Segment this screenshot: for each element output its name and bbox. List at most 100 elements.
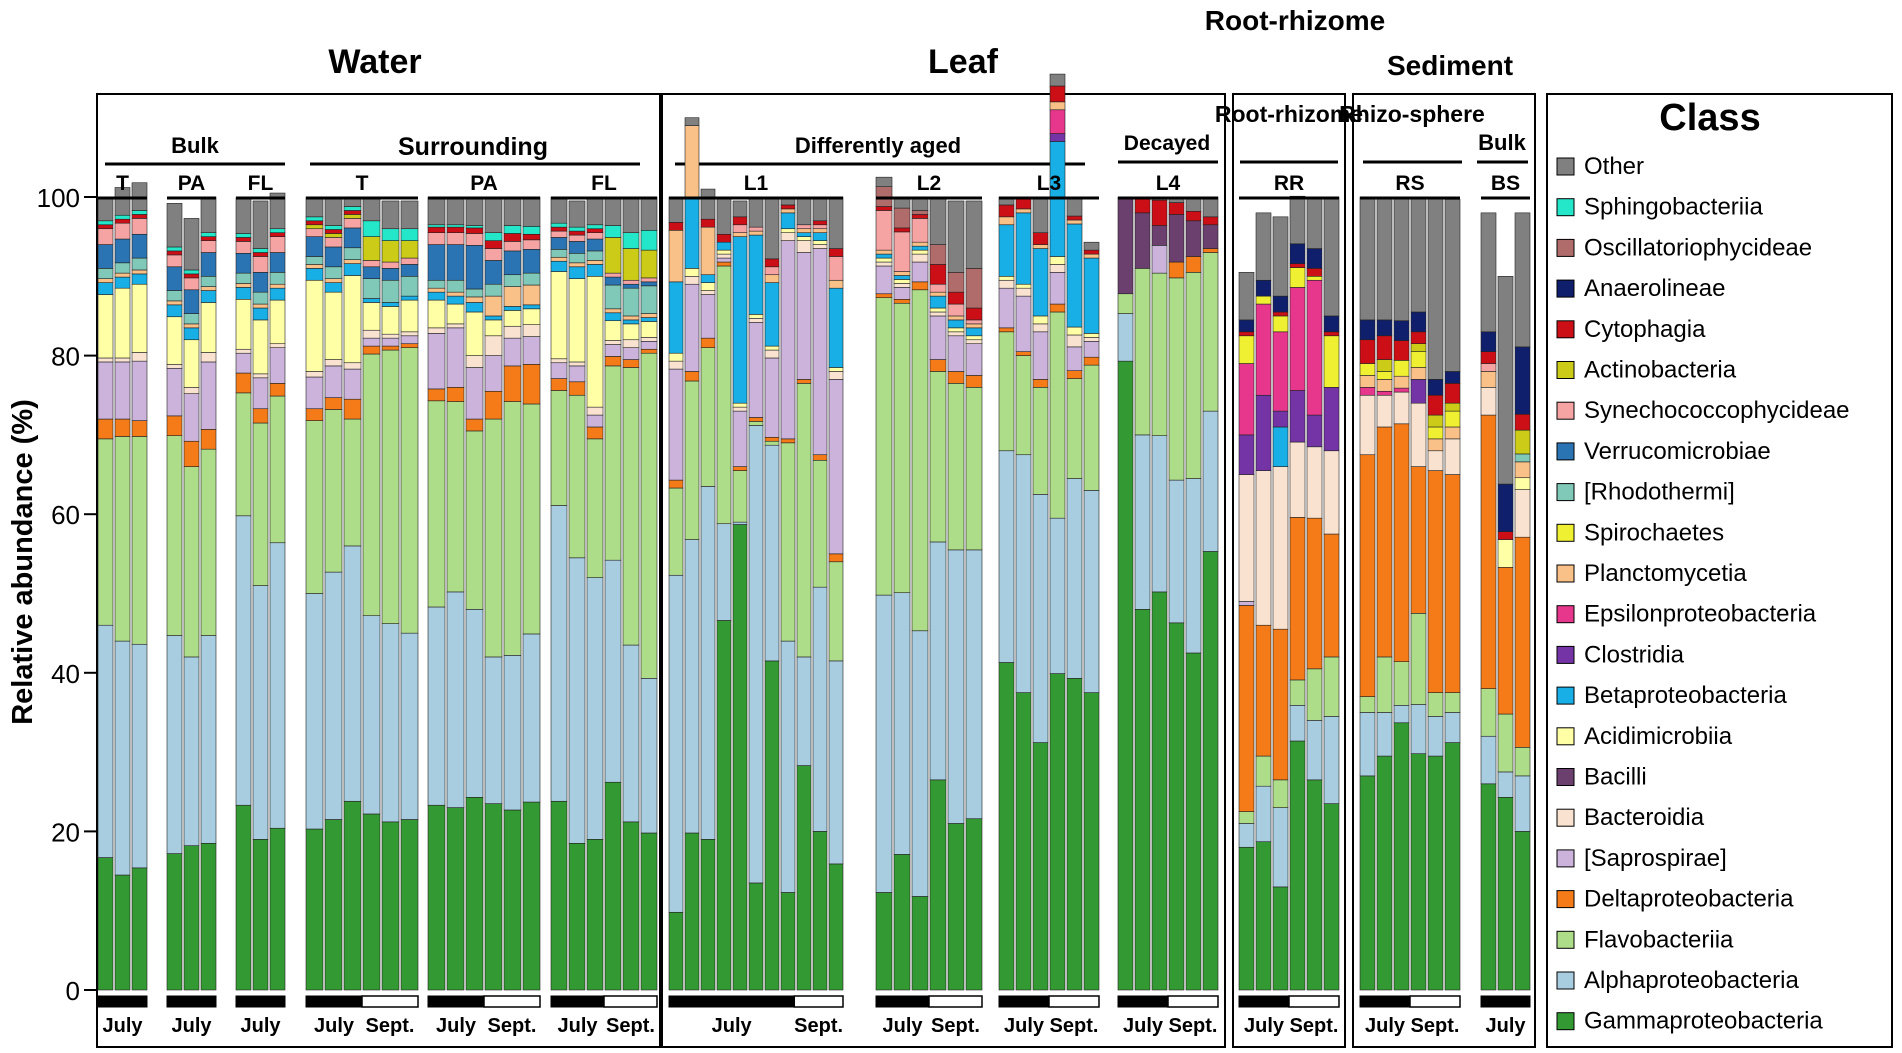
bar-segment-bacteroidia (381, 333, 400, 339)
bar-segment-cytophagia (131, 214, 148, 219)
bar-segment-gammaproteobacteria (780, 892, 796, 991)
bar-segment-deltaproteobacteria (1049, 303, 1066, 313)
bar-segment-epsilonproteobacteria (1393, 387, 1410, 393)
bar-segment-flavobacteriia (200, 448, 217, 636)
bar-segment-alphaproteobacteria (965, 549, 983, 820)
bar-segment-betaproteobacteria (131, 273, 148, 285)
bar-segment-other (622, 196, 640, 233)
bar-segment-gammaproteobacteria (622, 821, 640, 991)
bar-segment-bacteroidia (668, 360, 684, 370)
bar-segment-cytophagia (465, 227, 484, 234)
bar-segment-gammaproteobacteria (893, 854, 911, 991)
bar-segment-bacteroidia (998, 279, 1015, 289)
bar-segment-saprospirae (550, 362, 568, 379)
bar-segment-gammaproteobacteria (305, 828, 324, 991)
bar-segment-acidimicrobiia (381, 306, 400, 335)
bar-segment-gammaproteobacteria (1255, 841, 1272, 991)
bar-segment-deltaproteobacteria (252, 408, 269, 424)
bar-segment-cytophagia (998, 204, 1015, 218)
bar-segment-acidimicrobiia (893, 279, 911, 284)
bar-segment-planctomycetia (183, 323, 200, 329)
bar-segment-alphaproteobacteria (343, 545, 362, 802)
bar-segment-acidimicrobiia (1514, 477, 1531, 490)
bar-segment-rhodothermi (269, 272, 286, 285)
bar-segment-synechococcophycideae (183, 277, 200, 291)
bar-segment-other (732, 200, 748, 218)
bar-segment-flavobacteriia (1393, 661, 1410, 706)
bar-segment-betaproteobacteria (764, 282, 780, 347)
bar-segment-alphaproteobacteria (1272, 807, 1289, 888)
bar-segment-bacilli (1168, 214, 1185, 263)
bar-segment-cytophagia (828, 248, 844, 257)
bar-segment-rhodothermi (166, 290, 183, 302)
bar-segment-flavobacteriia (1376, 656, 1393, 713)
bar-segment-bacilli (1134, 212, 1151, 269)
bar-segment-gammaproteobacteria (1393, 722, 1410, 991)
sample-group-label: PA (178, 172, 206, 195)
bar-segment-anaerolineae (1289, 243, 1306, 264)
bar-segment-bacteroidia (503, 325, 522, 339)
bar-segment-other (550, 196, 568, 224)
bar-segment-acidimicrobiia (764, 345, 780, 351)
season-bar-july (235, 995, 286, 1008)
bar-segment-alphaproteobacteria (1032, 494, 1049, 743)
bar-segment-synechococcophycideae (550, 230, 568, 238)
bar-segment-other (1238, 272, 1255, 321)
bar-segment-flavobacteriia (1066, 378, 1083, 479)
bar-segment-acidimicrobiia (732, 402, 748, 408)
bar-segment-bacteroidia (252, 373, 269, 379)
bar-segment-synechococcophycideae (586, 232, 604, 240)
bar-segment-flavobacteriia (1359, 696, 1376, 713)
bar-segment-spirochaetes (1306, 275, 1323, 281)
bar-segment-deltaproteobacteria (484, 390, 503, 420)
subgroup-label-rhizosphere: Rhizo-sphere (1339, 101, 1485, 127)
bar-segment-bacteroidia (875, 261, 893, 267)
bar-segment-bacteroidia (305, 371, 324, 378)
bar-segment-flavobacteriia (684, 380, 700, 540)
bar-segment-deltaproteobacteria (1359, 454, 1376, 697)
season-bar-sept (1409, 995, 1461, 1008)
legend-swatch (1556, 320, 1575, 339)
legend-label: Cytophagia (1584, 316, 1706, 343)
season-label-sept: Sept. (366, 1015, 415, 1037)
bar-segment-actinobacteria (640, 249, 658, 279)
bar-segment-clostridia (1323, 387, 1340, 452)
bar-segment-deltaproteobacteria (604, 356, 622, 367)
bar-segment-bacteroidia (550, 358, 568, 364)
bar-segment-planctomycetia (200, 286, 217, 291)
bar-segment-acidimicrobiia (911, 249, 929, 255)
bar-segment-betaproteobacteria (893, 275, 911, 280)
bar-segment-other (235, 197, 252, 234)
bar-segment-verrucomicrobiae (183, 289, 200, 314)
bar-segment-planctomycetia (1514, 461, 1531, 479)
panel-title-leaf: Leaf (928, 43, 999, 81)
bar-segment-epsilonproteobacteria (1289, 287, 1306, 391)
bar-segment-synechococcophycideae (235, 241, 252, 254)
bar-segment-actinobacteria (324, 233, 343, 238)
bar-segment-verrucomicrobiae (568, 241, 586, 254)
bar-segment-deltaproteobacteria (1238, 605, 1255, 812)
bar-segment-gammaproteobacteria (732, 524, 748, 991)
bar-segment-betaproteobacteria (1032, 248, 1049, 317)
bar-segment-gammaproteobacteria (1444, 742, 1461, 991)
bar-segment-acidimicrobiia (622, 323, 640, 341)
bar-segment-rhodothermi (200, 275, 217, 287)
bar-segment-sphingobacteriia (200, 232, 217, 237)
season-label-july: July (1244, 1015, 1285, 1037)
bar-segment-sphingobacteriia (640, 230, 658, 251)
bar-segment-deltaproteobacteria (1323, 533, 1340, 658)
bar-segment-acidimicrobiia (400, 299, 419, 333)
bar-segment-planctomycetia (828, 279, 844, 289)
bar-segment-cytophagia (1323, 331, 1340, 337)
bar-segment-bacteroidia (446, 323, 465, 329)
bar-segment-planctomycetia (446, 291, 465, 297)
bar-segment-alphaproteobacteria (465, 609, 484, 798)
bar-segment-flavobacteriia (965, 387, 983, 551)
bar-segment-other (875, 176, 893, 187)
legend-label: Epsilonproteobacteria (1584, 601, 1817, 628)
bar-segment-flavobacteriia (764, 440, 780, 446)
bar-segment-gammaproteobacteria (604, 781, 622, 991)
bar-segment-deltaproteobacteria (640, 348, 658, 354)
bar-segment-alphaproteobacteria (1185, 478, 1202, 654)
bar-segment-gammaproteobacteria (929, 779, 947, 991)
